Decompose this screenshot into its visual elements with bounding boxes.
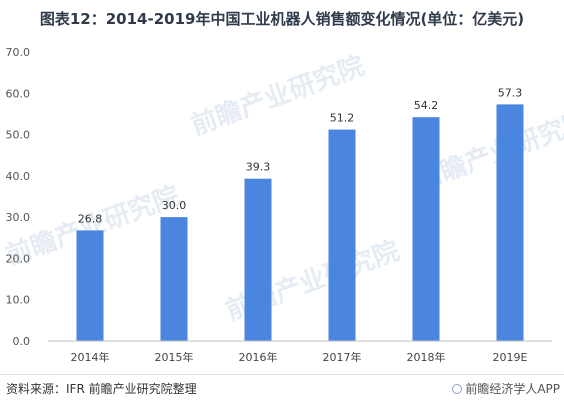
data-labels: 26.8 30.0 39.3 51.2 54.2 57.3 — [78, 86, 523, 225]
x-tick-label: 2015年 — [155, 350, 194, 364]
x-tick-label: 2014年 — [71, 350, 110, 364]
y-tick-label: 20.0 — [6, 252, 31, 265]
bar-2019E — [496, 104, 524, 342]
data-label: 26.8 — [78, 212, 103, 225]
x-tick-label: 2018年 — [407, 350, 446, 364]
source-note: 资料来源：IFR 前瞻产业研究院整理 — [6, 382, 197, 396]
x-tick-label: 2017年 — [323, 350, 362, 364]
bar-2015年 — [160, 217, 188, 341]
y-tick-label: 40.0 — [6, 170, 31, 183]
y-tick-label: 50.0 — [6, 129, 31, 142]
bar-2016年 — [244, 178, 272, 341]
watermark: 前瞻产业研究院 — [187, 50, 369, 141]
chart-title: 图表12：2014-2019年中国工业机器人销售额变化情况(单位：亿美元) — [39, 10, 525, 28]
x-tick-label: 2016年 — [239, 350, 278, 364]
y-tick-label: 0.0 — [13, 335, 31, 348]
brand-text: 前瞻经济学人APP — [465, 382, 560, 396]
data-label: 30.0 — [162, 199, 187, 212]
data-label: 57.3 — [498, 86, 523, 99]
data-label: 51.2 — [330, 112, 355, 125]
x-axis-ticks: 2014年 2015年 2016年 2017年 2018年 2019E — [71, 350, 528, 364]
y-axis-ticks: 0.0 10.0 20.0 30.0 40.0 50.0 60.0 70.0 — [6, 46, 31, 348]
y-tick-label: 30.0 — [6, 211, 31, 224]
footer-divider — [0, 374, 564, 375]
x-tick-label: 2019E — [493, 351, 528, 364]
brand-credit: 前瞻经济学人APP — [452, 380, 560, 397]
brand-logo-icon — [452, 384, 463, 394]
bar-2017年 — [328, 129, 356, 341]
data-label: 54.2 — [414, 99, 439, 112]
y-tick-label: 10.0 — [6, 294, 31, 307]
bar-2014年 — [76, 230, 104, 341]
bars — [76, 104, 524, 342]
y-tick-label: 60.0 — [6, 87, 31, 100]
bar-2018年 — [412, 117, 440, 341]
y-tick-label: 70.0 — [6, 46, 31, 59]
data-label: 39.3 — [246, 161, 271, 174]
